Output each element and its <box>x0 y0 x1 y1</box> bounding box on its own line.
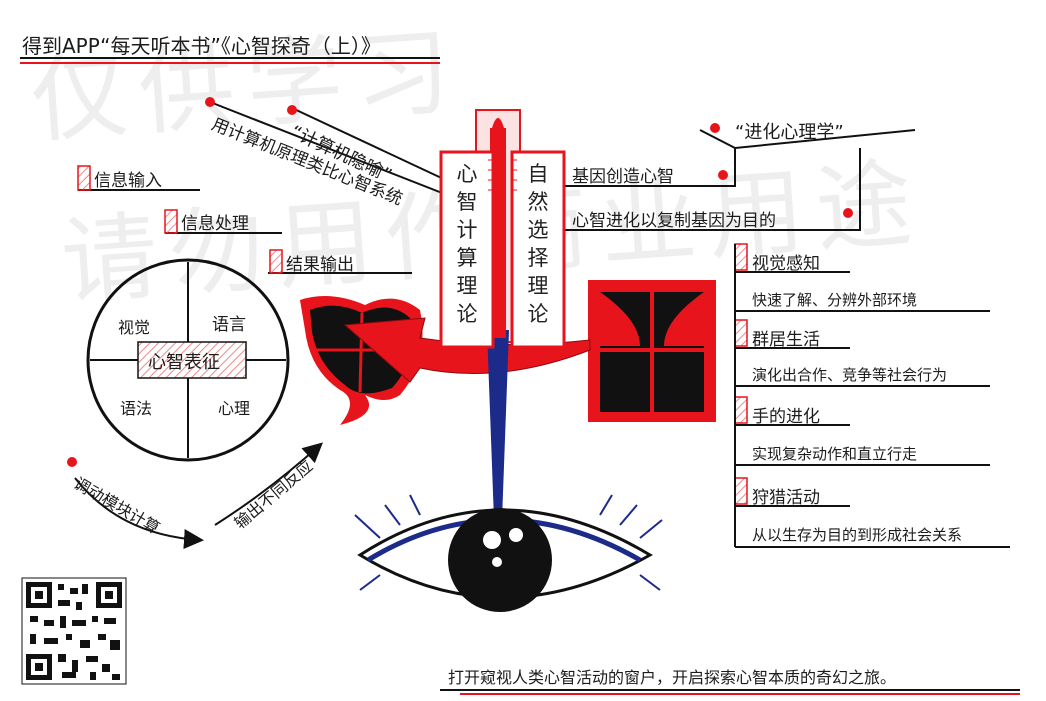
page-title: 得到APP“每天听本书”《心智探奇（上）》 <box>22 34 381 58</box>
right-column-char: 论 <box>527 302 549 326</box>
label-evolution: “进化心理学” <box>735 122 844 143</box>
list-item-sub: 快速了解、分辨外部环境 <box>752 291 918 309</box>
left-column-char: 心 <box>456 162 478 186</box>
circle-label-bottom-right: 心理 <box>218 399 251 418</box>
footer-text: 打开窥视人类心智活动的窗户，开启探索心智本质的奇幻之旅。 <box>448 668 897 687</box>
circle-center-label: 心智表征 <box>148 352 220 373</box>
list-item-sub: 实现复杂动作和直立行走 <box>752 445 918 463</box>
circle-label-top-left: 视觉 <box>118 318 151 337</box>
right-column-char: 选 <box>527 218 549 242</box>
right-column-title: 自 然 选 择 理 论 <box>518 160 558 328</box>
list-item-sub: 从以生存为目的到形成社会关系 <box>752 526 963 544</box>
right-column-char: 理 <box>527 274 549 298</box>
label-purpose: 心智进化以复制基因为目的 <box>572 211 776 231</box>
qr-code <box>21 577 127 685</box>
label-gene: 基因创造心智 <box>572 167 674 187</box>
left-column-char: 算 <box>456 246 478 270</box>
left-column-char: 智 <box>456 190 478 214</box>
window-shape <box>588 280 716 422</box>
label-result-output: 结果输出 <box>286 255 354 275</box>
circle-label-bottom-left: 语法 <box>120 399 153 418</box>
circle-label-top-right: 语言 <box>212 315 246 335</box>
left-column-char: 论 <box>456 302 478 326</box>
right-column-char: 择 <box>527 246 549 270</box>
right-column-char: 然 <box>527 190 549 214</box>
list-item-head: 群居生活 <box>752 330 820 350</box>
label-info-processing: 信息处理 <box>181 214 249 234</box>
list-item-head: 视觉感知 <box>752 254 820 274</box>
right-column-char: 自 <box>527 162 549 186</box>
left-column-char: 理 <box>456 274 478 298</box>
list-item-head: 手的进化 <box>752 407 820 427</box>
label-info-input: 信息输入 <box>94 171 162 191</box>
left-column-char: 计 <box>456 218 478 242</box>
eye-shape <box>354 494 663 612</box>
mind-circle <box>86 258 290 462</box>
list-item-sub: 演化出合作、竞争等社会行为 <box>752 366 948 384</box>
left-column-title: 心 智 计 算 理 论 <box>447 160 487 328</box>
list-item-head: 狩猎活动 <box>752 488 820 508</box>
